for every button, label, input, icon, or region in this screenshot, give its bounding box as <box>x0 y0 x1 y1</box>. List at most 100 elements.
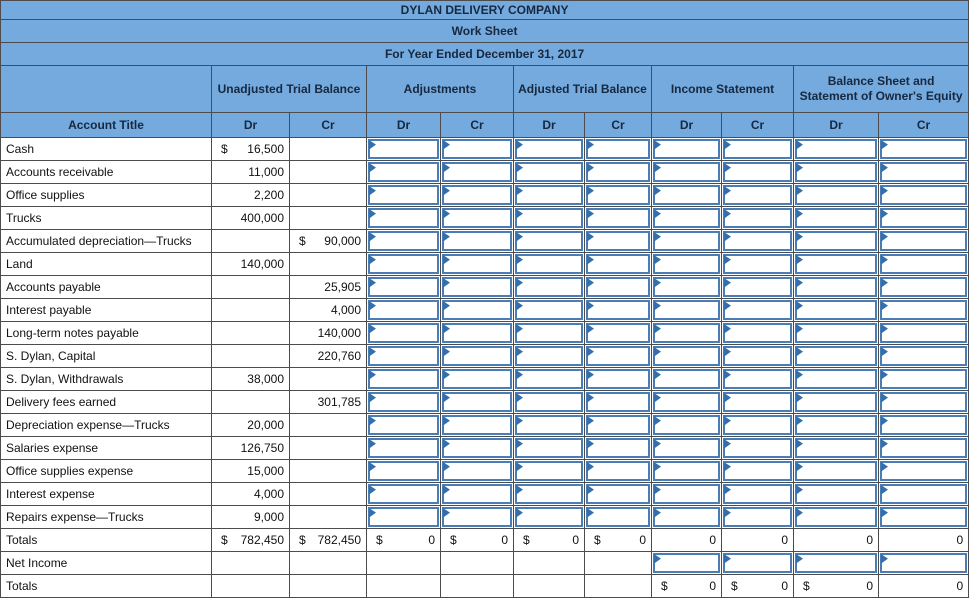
input-cell-balance-sheet-cr[interactable] <box>877 229 970 253</box>
input-cell-income-stmt-dr[interactable] <box>651 275 722 299</box>
input-cell-balance-sheet-dr[interactable] <box>793 390 879 414</box>
input-cell-adjustments-cr[interactable] <box>440 137 514 161</box>
input-cell-income-stmt-dr[interactable] <box>651 183 722 207</box>
input-cell-adjusted-tb-dr[interactable] <box>513 482 585 506</box>
input-cell-adjustments-cr[interactable] <box>440 436 514 460</box>
input-cell-adjustments-dr[interactable] <box>366 137 441 161</box>
input-cell-adjusted-tb-dr[interactable] <box>513 344 585 368</box>
input-cell-adjustments-dr[interactable] <box>366 482 441 506</box>
input-cell-income-stmt-cr[interactable] <box>721 459 794 483</box>
input-cell-income-stmt-dr[interactable] <box>651 436 722 460</box>
input-cell-adjusted-tb-cr[interactable] <box>584 344 652 368</box>
input-cell-income-stmt-cr[interactable] <box>721 551 794 575</box>
input-cell-adjusted-tb-dr[interactable] <box>513 183 585 207</box>
input-cell-income-stmt-cr[interactable] <box>721 137 794 161</box>
input-cell-adjusted-tb-cr[interactable] <box>584 436 652 460</box>
input-cell-balance-sheet-dr[interactable] <box>793 160 879 184</box>
input-cell-adjustments-dr[interactable] <box>366 390 441 414</box>
input-cell-adjusted-tb-dr[interactable] <box>513 505 585 529</box>
input-cell-income-stmt-dr[interactable] <box>651 390 722 414</box>
input-cell-adjusted-tb-dr[interactable] <box>513 390 585 414</box>
input-cell-balance-sheet-dr[interactable] <box>793 413 879 437</box>
input-cell-balance-sheet-dr[interactable] <box>793 229 879 253</box>
input-cell-adjusted-tb-dr[interactable] <box>513 436 585 460</box>
input-cell-adjusted-tb-dr[interactable] <box>513 367 585 391</box>
input-cell-income-stmt-dr[interactable] <box>651 367 722 391</box>
input-cell-adjustments-cr[interactable] <box>440 367 514 391</box>
input-cell-adjusted-tb-dr[interactable] <box>513 137 585 161</box>
input-cell-adjustments-cr[interactable] <box>440 390 514 414</box>
input-cell-balance-sheet-dr[interactable] <box>793 367 879 391</box>
input-cell-income-stmt-dr[interactable] <box>651 505 722 529</box>
input-cell-balance-sheet-dr[interactable] <box>793 505 879 529</box>
input-cell-adjusted-tb-dr[interactable] <box>513 206 585 230</box>
input-cell-income-stmt-dr[interactable] <box>651 321 722 345</box>
input-cell-adjusted-tb-dr[interactable] <box>513 298 585 322</box>
input-cell-balance-sheet-cr[interactable] <box>877 505 970 529</box>
input-cell-adjusted-tb-cr[interactable] <box>584 183 652 207</box>
input-cell-balance-sheet-cr[interactable] <box>877 137 970 161</box>
input-cell-adjustments-dr[interactable] <box>366 298 441 322</box>
input-cell-balance-sheet-cr[interactable] <box>877 390 970 414</box>
input-cell-balance-sheet-dr[interactable] <box>793 206 879 230</box>
input-cell-income-stmt-dr[interactable] <box>651 551 722 575</box>
input-cell-balance-sheet-cr[interactable] <box>877 482 970 506</box>
input-cell-income-stmt-cr[interactable] <box>721 482 794 506</box>
input-cell-adjustments-cr[interactable] <box>440 321 514 345</box>
input-cell-adjustments-dr[interactable] <box>366 505 441 529</box>
input-cell-adjusted-tb-cr[interactable] <box>584 390 652 414</box>
input-cell-income-stmt-cr[interactable] <box>721 160 794 184</box>
input-cell-adjustments-dr[interactable] <box>366 275 441 299</box>
input-cell-balance-sheet-cr[interactable] <box>877 459 970 483</box>
input-cell-adjustments-dr[interactable] <box>366 436 441 460</box>
input-cell-balance-sheet-cr[interactable] <box>877 298 970 322</box>
input-cell-adjustments-cr[interactable] <box>440 459 514 483</box>
input-cell-adjustments-dr[interactable] <box>366 344 441 368</box>
input-cell-adjusted-tb-dr[interactable] <box>513 413 585 437</box>
input-cell-balance-sheet-cr[interactable] <box>877 160 970 184</box>
input-cell-adjustments-dr[interactable] <box>366 413 441 437</box>
input-cell-balance-sheet-dr[interactable] <box>793 298 879 322</box>
input-cell-balance-sheet-dr[interactable] <box>793 459 879 483</box>
input-cell-adjusted-tb-cr[interactable] <box>584 137 652 161</box>
input-cell-adjustments-cr[interactable] <box>440 482 514 506</box>
input-cell-adjustments-cr[interactable] <box>440 505 514 529</box>
input-cell-adjustments-cr[interactable] <box>440 344 514 368</box>
input-cell-adjusted-tb-cr[interactable] <box>584 459 652 483</box>
input-cell-adjustments-cr[interactable] <box>440 183 514 207</box>
input-cell-balance-sheet-dr[interactable] <box>793 321 879 345</box>
input-cell-adjustments-dr[interactable] <box>366 321 441 345</box>
input-cell-income-stmt-dr[interactable] <box>651 413 722 437</box>
input-cell-income-stmt-cr[interactable] <box>721 275 794 299</box>
input-cell-adjustments-cr[interactable] <box>440 275 514 299</box>
input-cell-income-stmt-dr[interactable] <box>651 459 722 483</box>
input-cell-adjusted-tb-cr[interactable] <box>584 229 652 253</box>
input-cell-adjusted-tb-cr[interactable] <box>584 413 652 437</box>
input-cell-adjusted-tb-cr[interactable] <box>584 252 652 276</box>
input-cell-income-stmt-cr[interactable] <box>721 344 794 368</box>
input-cell-balance-sheet-dr[interactable] <box>793 344 879 368</box>
input-cell-adjustments-cr[interactable] <box>440 413 514 437</box>
input-cell-adjustments-dr[interactable] <box>366 206 441 230</box>
input-cell-adjusted-tb-cr[interactable] <box>584 160 652 184</box>
input-cell-balance-sheet-dr[interactable] <box>793 482 879 506</box>
input-cell-balance-sheet-dr[interactable] <box>793 436 879 460</box>
input-cell-balance-sheet-cr[interactable] <box>877 275 970 299</box>
input-cell-income-stmt-dr[interactable] <box>651 482 722 506</box>
input-cell-income-stmt-cr[interactable] <box>721 206 794 230</box>
input-cell-income-stmt-dr[interactable] <box>651 298 722 322</box>
input-cell-income-stmt-cr[interactable] <box>721 183 794 207</box>
input-cell-adjusted-tb-dr[interactable] <box>513 160 585 184</box>
input-cell-balance-sheet-dr[interactable] <box>793 137 879 161</box>
input-cell-adjusted-tb-cr[interactable] <box>584 367 652 391</box>
input-cell-adjustments-cr[interactable] <box>440 160 514 184</box>
input-cell-balance-sheet-cr[interactable] <box>877 344 970 368</box>
input-cell-adjustments-dr[interactable] <box>366 252 441 276</box>
input-cell-adjustments-cr[interactable] <box>440 206 514 230</box>
input-cell-income-stmt-cr[interactable] <box>721 229 794 253</box>
input-cell-adjusted-tb-dr[interactable] <box>513 459 585 483</box>
input-cell-adjusted-tb-cr[interactable] <box>584 206 652 230</box>
input-cell-adjustments-dr[interactable] <box>366 183 441 207</box>
input-cell-balance-sheet-dr[interactable] <box>793 551 879 575</box>
input-cell-income-stmt-cr[interactable] <box>721 252 794 276</box>
